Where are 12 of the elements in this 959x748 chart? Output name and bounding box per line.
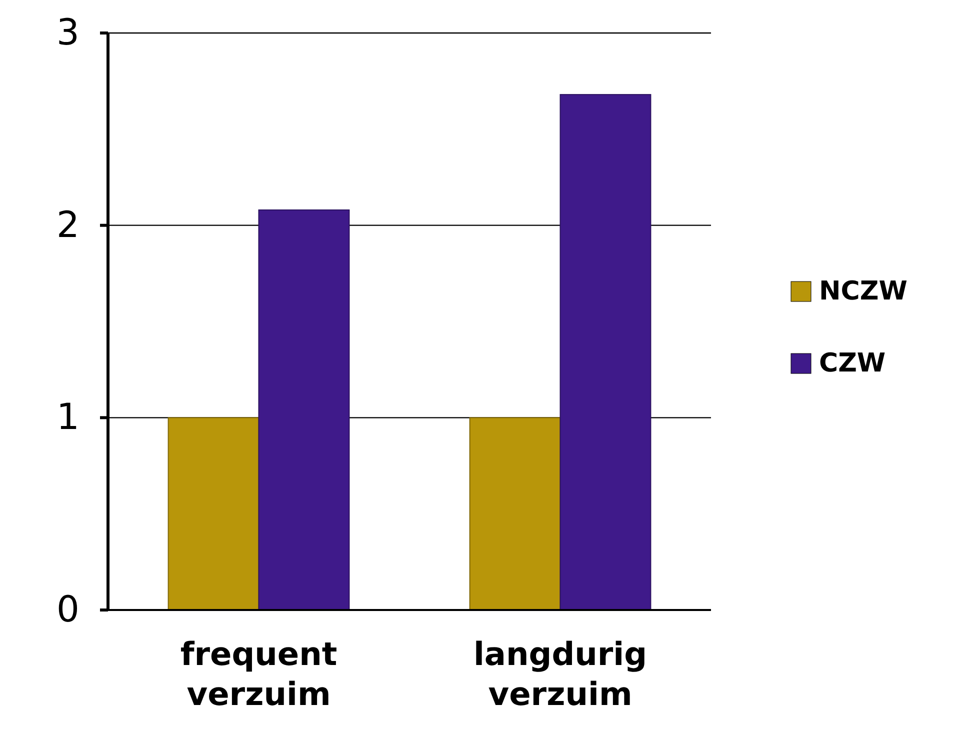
bar <box>258 209 350 610</box>
legend-label: CZW <box>819 348 886 378</box>
bar <box>469 417 561 610</box>
x-tick-label: langdurig verzuim <box>473 635 648 713</box>
y-tick-label: 0 <box>56 590 80 630</box>
x-tick-label: frequent verzuim <box>180 635 338 713</box>
legend-label: NCZW <box>819 276 908 306</box>
bar <box>560 94 652 610</box>
y-tick-label: 3 <box>56 12 80 54</box>
y-tick-label: 1 <box>56 397 80 438</box>
y-tick-label: 2 <box>56 204 80 246</box>
bar <box>168 417 260 610</box>
